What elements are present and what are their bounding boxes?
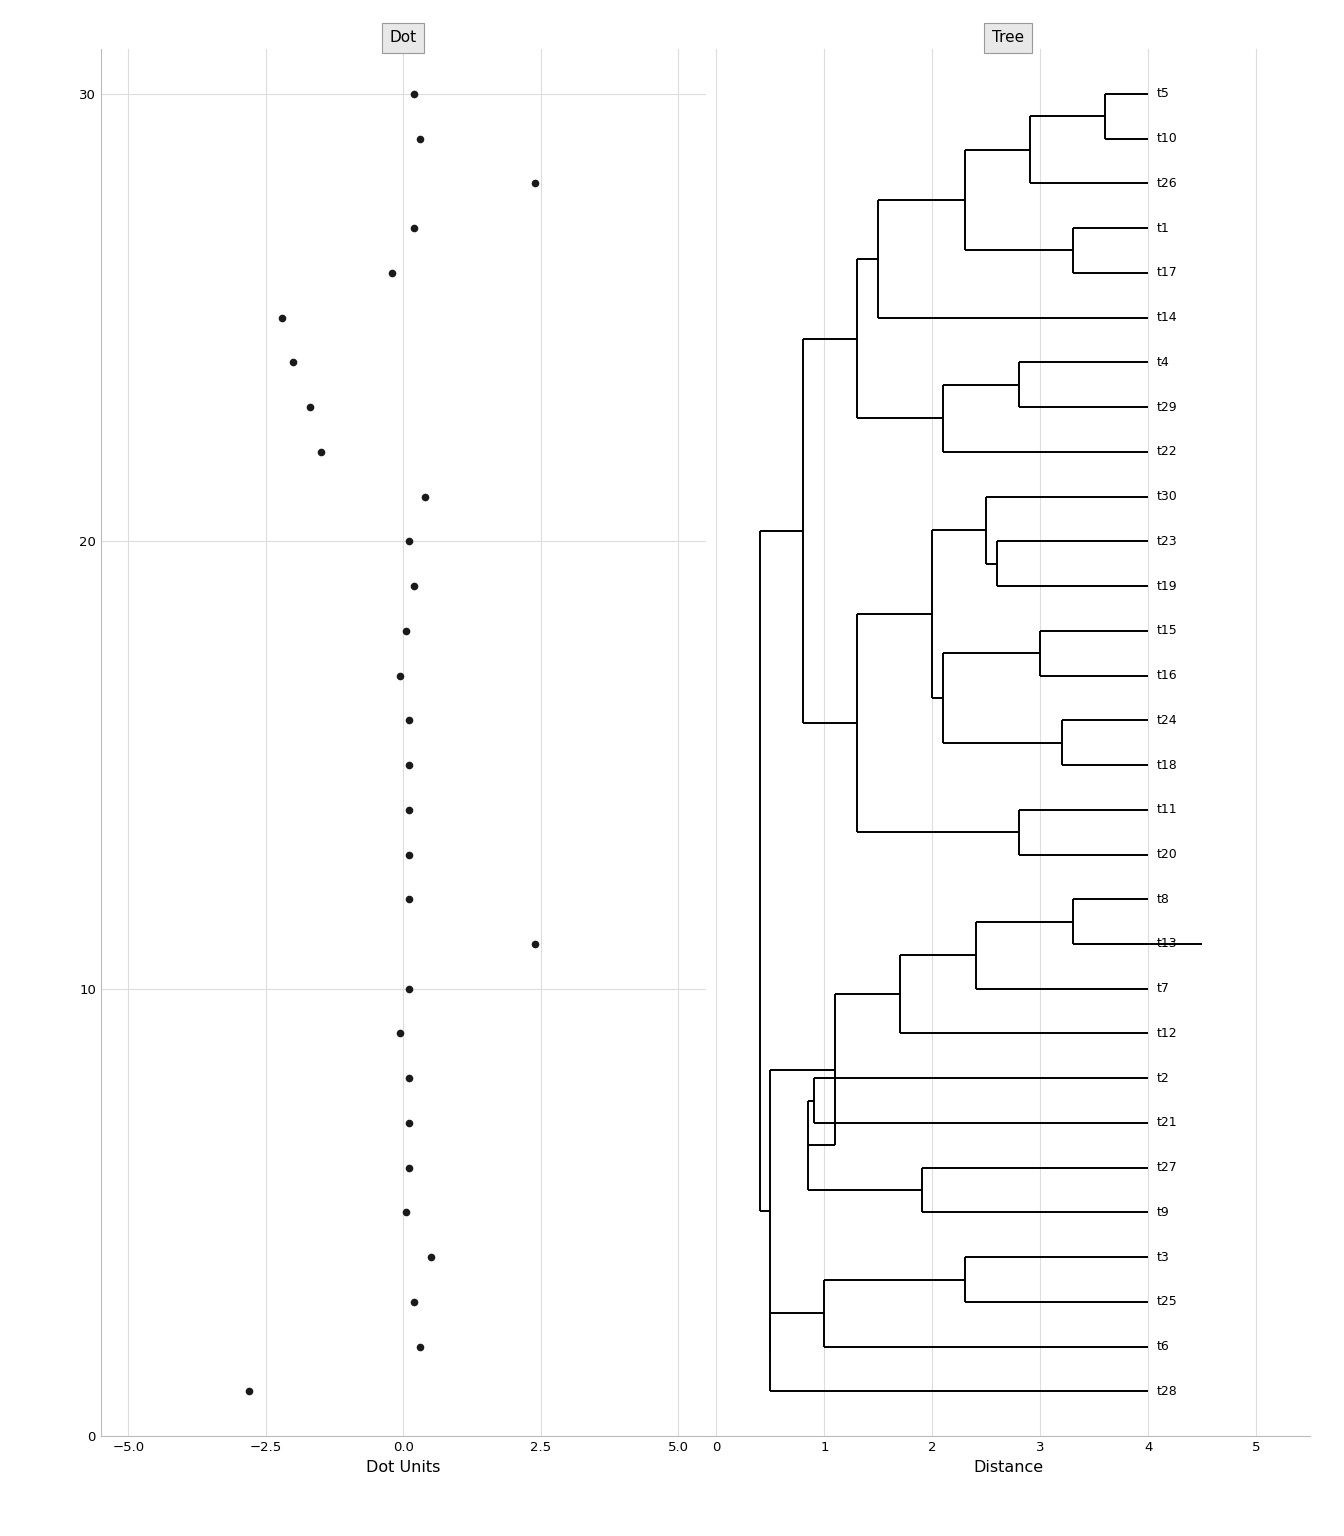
Text: t21: t21 [1157,1117,1177,1129]
Text: t19: t19 [1157,579,1177,593]
Text: t25: t25 [1157,1295,1177,1309]
X-axis label: Dot Units: Dot Units [366,1459,441,1475]
Text: t24: t24 [1157,714,1177,727]
Title: Tree: Tree [992,31,1024,45]
Text: t27: t27 [1157,1161,1177,1174]
Text: t8: t8 [1157,892,1169,906]
Text: t20: t20 [1157,848,1177,862]
Title: Dot: Dot [390,31,417,45]
Text: t22: t22 [1157,445,1177,458]
Text: t29: t29 [1157,401,1177,413]
Text: t30: t30 [1157,490,1177,504]
Text: t26: t26 [1157,177,1177,190]
Text: t6: t6 [1157,1341,1169,1353]
Text: t23: t23 [1157,535,1177,548]
Text: t17: t17 [1157,266,1177,280]
Text: t12: t12 [1157,1028,1177,1040]
X-axis label: Distance: Distance [973,1459,1043,1475]
Text: t15: t15 [1157,624,1177,637]
Text: t9: t9 [1157,1206,1169,1220]
Text: t11: t11 [1157,803,1177,816]
Text: t28: t28 [1157,1385,1177,1398]
Text: t5: t5 [1157,88,1169,100]
Text: t7: t7 [1157,982,1169,995]
Text: t13: t13 [1157,937,1177,951]
Text: t2: t2 [1157,1072,1169,1084]
Text: t3: t3 [1157,1250,1169,1264]
Text: t16: t16 [1157,670,1177,682]
Text: t1: t1 [1157,221,1169,235]
Text: t4: t4 [1157,356,1169,369]
Text: t18: t18 [1157,759,1177,771]
Text: t14: t14 [1157,312,1177,324]
Text: t10: t10 [1157,132,1177,144]
